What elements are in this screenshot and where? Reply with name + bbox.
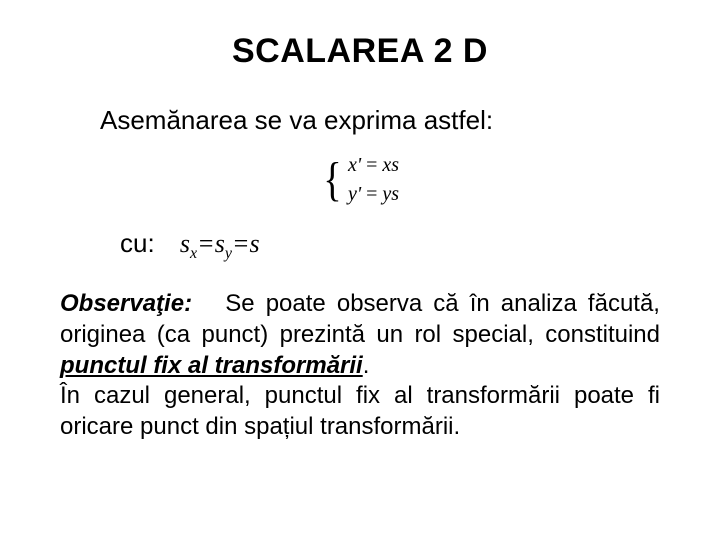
eq2-lhs: y'	[348, 183, 361, 205]
cu-eq1: =	[197, 229, 215, 258]
eq1-rhs: xs	[382, 154, 399, 176]
left-brace-icon: {	[323, 156, 341, 204]
cu-eq2: =	[232, 229, 250, 258]
cu-sub-y: y	[225, 245, 232, 262]
equation-box: { x' = xs y' = ys	[315, 150, 405, 210]
slide-page: SCALAREA 2 D Asemănarea se va exprima as…	[0, 0, 720, 540]
equation-line-2: y' = ys	[348, 183, 399, 206]
brace-row: { x' = xs y' = ys	[321, 154, 399, 206]
equation-line-1: x' = xs	[348, 154, 399, 177]
eq1-lhs: x'	[348, 154, 361, 176]
observation-label: Observaţie:	[60, 290, 192, 317]
eq-sign-2: =	[366, 183, 382, 205]
observation-paragraph: Observaţie: Se poate observa că în anali…	[60, 289, 660, 443]
cu-s2: s	[215, 229, 225, 258]
eq-sign-1: =	[366, 154, 382, 176]
cu-label: cu:	[120, 228, 155, 259]
lead-text: Asemănarea se va exprima astfel:	[100, 105, 660, 136]
cu-s1: s	[180, 229, 190, 258]
cu-equation: sx=sy=s	[180, 229, 260, 258]
observation-period: .	[363, 352, 370, 379]
observation-text-2: În cazul general, punctul fix al transfo…	[60, 382, 660, 440]
equation-lines: x' = xs y' = ys	[348, 154, 399, 206]
page-title: SCALAREA 2 D	[60, 32, 660, 71]
observation-underlined: punctul fix al transformării	[60, 352, 363, 379]
cu-row: cu: sx=sy=s	[120, 228, 660, 263]
equation-system: { x' = xs y' = ys	[60, 150, 660, 210]
cu-s3: s	[249, 229, 259, 258]
eq2-rhs: ys	[382, 183, 399, 205]
